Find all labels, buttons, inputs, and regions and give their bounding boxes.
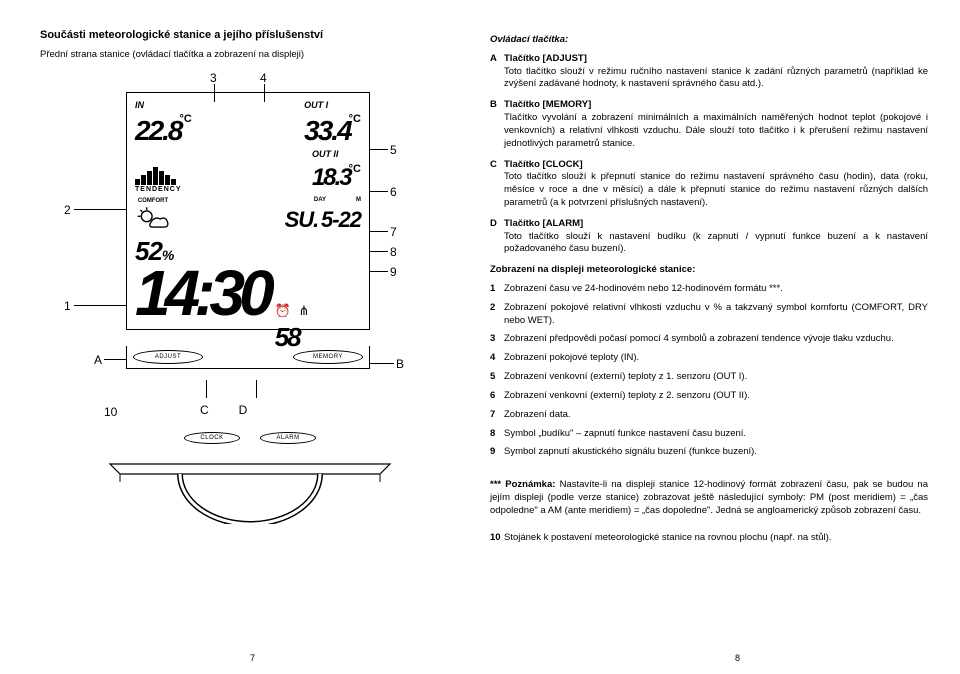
desc-D: D Tlačítko [ALARM]Toto tlačítko slouží k… xyxy=(490,218,928,256)
comfort-label: COMFORT xyxy=(138,197,168,205)
callout-10: 10 xyxy=(104,404,117,420)
n4: 4Zobrazení pokojové teploty (IN). xyxy=(490,352,928,365)
diagram: 3 4 2 1 5 6 7 8 9 A B IN 22 xyxy=(60,66,430,536)
out2-unit: °C xyxy=(349,162,361,177)
n7: 7Zobrazení data. xyxy=(490,409,928,422)
n3: 3Zobrazení předpovědi počasí pomocí 4 sy… xyxy=(490,333,928,346)
callout-B: B xyxy=(396,356,404,372)
out2-label: OUT II xyxy=(312,149,339,159)
right-page: Ovládací tlačítka: A Tlačítko [ADJUST]To… xyxy=(470,28,928,664)
callout-6: 6 xyxy=(390,184,397,200)
out1-temp: 33.4 xyxy=(304,112,351,150)
alarm-button[interactable]: ALARM xyxy=(260,432,316,444)
clock-button[interactable]: CLOCK xyxy=(184,432,240,444)
callout-D: D xyxy=(239,402,248,418)
front-button-row: ADJUST MEMORY xyxy=(126,346,370,368)
out1-unit: °C xyxy=(349,112,361,127)
display-frame: IN 22.8 °C OUT I 33.4 °C xyxy=(126,92,370,330)
display-head: Zobrazení na displeji meteorologické sta… xyxy=(490,264,928,277)
n6: 6Zobrazení venkovní (externí) teploty z … xyxy=(490,390,928,403)
date-val: 5-22 xyxy=(321,207,361,232)
callout-C: C xyxy=(200,402,209,418)
callout-7: 7 xyxy=(390,224,397,240)
adjust-button[interactable]: ADJUST xyxy=(133,350,203,364)
left-page: Součásti meteorologické stanice a jejího… xyxy=(40,28,470,664)
left-title: Součásti meteorologické stanice a jejího… xyxy=(40,28,440,43)
stand-icon xyxy=(100,454,400,524)
note: *** Poznámka: Nastavíte-li na displeji s… xyxy=(490,479,928,517)
alarm-icons: ⏰ ⋔ xyxy=(275,302,312,320)
n9: 9Symbol zapnutí akustického signálu buze… xyxy=(490,446,928,459)
desc-C: C Tlačítko [CLOCK]Toto tlačítko slouží k… xyxy=(490,159,928,210)
n10: 10Stojánek k postavení meteorologické st… xyxy=(490,532,928,545)
tendency-label: TENDENCY xyxy=(135,185,182,194)
callout-5: 5 xyxy=(390,142,397,158)
weather-icon xyxy=(135,205,171,233)
memory-button[interactable]: MEMORY xyxy=(293,350,363,364)
n2: 2Zobrazení pokojové relativní vlhkosti v… xyxy=(490,302,928,328)
day-label: DAY xyxy=(314,196,326,204)
controls-head: Ovládací tlačítka: xyxy=(490,34,928,47)
callout-2: 2 xyxy=(64,202,71,218)
callout-A: A xyxy=(94,352,102,368)
page-num-right: 8 xyxy=(735,652,740,664)
desc-A: A Tlačítko [ADJUST]Toto tlačítko slouží … xyxy=(490,53,928,91)
in-temp: 22.8 xyxy=(135,112,182,150)
n1: 1Zobrazení času ve 24-hodinovém nebo 12-… xyxy=(490,283,928,296)
n8: 8Symbol „budíku" – zapnutí funkce nastav… xyxy=(490,428,928,441)
callout-8: 8 xyxy=(390,244,397,260)
desc-B: B Tlačítko [MEMORY]Tlačítko vyvolání a z… xyxy=(490,99,928,150)
out2-temp: 18.3 xyxy=(312,162,351,194)
out1-label: OUT I xyxy=(304,100,328,110)
clock-time: 14:30 xyxy=(135,265,269,323)
callout-1: 1 xyxy=(64,298,71,314)
left-subtitle: Přední strana stanice (ovládací tlačítka… xyxy=(40,49,440,62)
callout-9: 9 xyxy=(390,264,397,280)
page-num-left: 7 xyxy=(250,652,255,664)
dow: SU. xyxy=(285,207,319,232)
m-label: M xyxy=(356,196,361,204)
tendency-bars xyxy=(135,167,178,185)
in-label: IN xyxy=(135,100,144,110)
n5: 5Zobrazení venkovní (externí) teploty z … xyxy=(490,371,928,384)
in-unit: °C xyxy=(180,112,192,127)
